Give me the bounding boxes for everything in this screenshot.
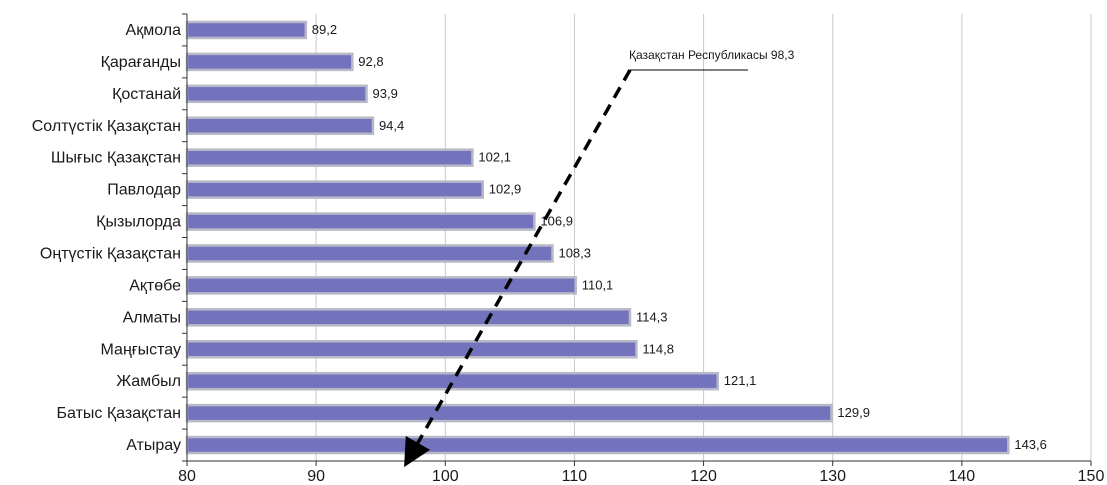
category-label: Алматы (123, 309, 181, 326)
bar-6 (185, 212, 536, 231)
x-tick-label: 140 (949, 468, 976, 485)
bar-5 (185, 180, 484, 199)
x-tick-label: 120 (690, 468, 717, 485)
value-label: 110,1 (582, 277, 614, 292)
bar-3 (185, 116, 375, 135)
grid-lines (315, 14, 1092, 461)
bar-12 (185, 403, 833, 423)
value-label: 92,8 (358, 54, 383, 69)
category-label: Атырау (126, 437, 181, 454)
bar-2 (185, 84, 368, 104)
category-label: Жамбыл (116, 373, 181, 390)
axes (182, 13, 1092, 466)
x-tick-label: 110 (562, 468, 588, 485)
bar-8 (185, 276, 577, 295)
bar-13 (185, 435, 1010, 455)
annotation: Қазақстан Республикасы 98,3 (404, 48, 795, 468)
category-label: Батыс Қазақстан (57, 405, 181, 422)
bar-9 (185, 308, 632, 327)
x-tick-label: 150 (1078, 468, 1105, 485)
category-label: Қостанай (112, 86, 181, 103)
annotation-label: Қазақстан Республикасы 98,3 (629, 48, 795, 62)
category-label: Қарағанды (101, 54, 181, 71)
value-label: 114,3 (636, 309, 668, 324)
bar-4 (185, 148, 474, 167)
x-tick-label: 100 (432, 468, 459, 485)
category-label: Павлодар (107, 182, 181, 199)
bars (185, 20, 1010, 455)
value-label: 106,9 (540, 214, 573, 229)
value-label: 129,9 (837, 405, 870, 420)
value-label: 89,2 (312, 22, 337, 37)
value-label: 108,3 (558, 245, 591, 260)
labels: 80 90 100 110 120 130 140 150 Ақмола 89,2 Қарағанд… (32, 22, 1105, 485)
x-tick-label: 130 (819, 468, 846, 485)
bar-10 (185, 340, 638, 359)
value-label: 102,9 (489, 182, 522, 197)
category-label: Солтүстік Қазақстан (32, 118, 181, 135)
category-label: Шығыс Қазақстан (51, 150, 181, 167)
category-label: Қызылорда (96, 214, 181, 231)
category-label: Оңтүстік Қазақстан (40, 245, 181, 262)
value-label: 121,1 (724, 373, 757, 388)
value-label: 143,6 (1014, 437, 1047, 452)
category-label: Маңғыстау (101, 341, 181, 358)
bar-0 (185, 20, 308, 40)
category-label: Ақмола (126, 22, 182, 39)
bar-11 (185, 371, 720, 391)
value-label: 102,1 (478, 150, 511, 165)
value-label: 114,8 (642, 341, 674, 356)
average-arrow (404, 69, 632, 468)
value-label: 94,4 (379, 118, 404, 133)
bar-7 (185, 244, 554, 263)
x-tick-label: 90 (307, 468, 325, 485)
x-tick-label: 80 (178, 468, 196, 485)
category-label: Ақтөбе (129, 277, 181, 294)
value-label: 93,9 (373, 86, 398, 101)
bar-1 (185, 52, 354, 72)
